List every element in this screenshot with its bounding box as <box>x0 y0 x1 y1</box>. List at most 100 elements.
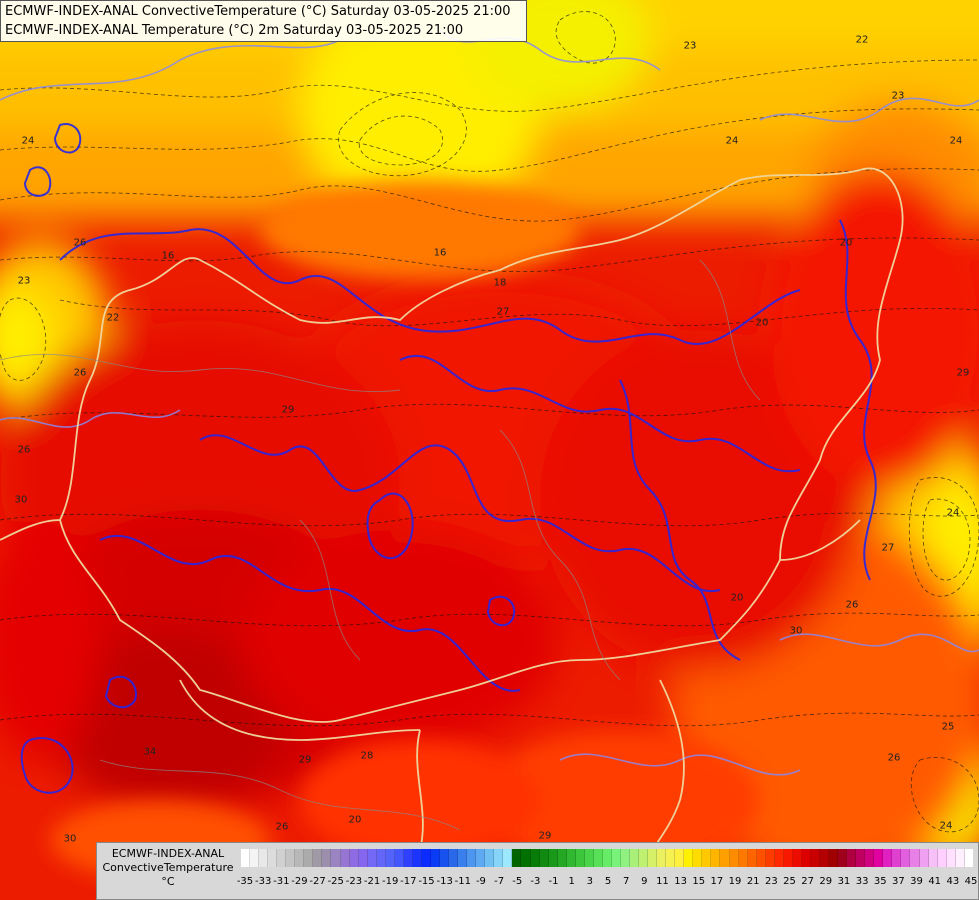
legend-tick-label: 1 <box>568 876 575 887</box>
contour-label: 23 <box>891 90 905 102</box>
legend-swatch <box>440 849 450 867</box>
legend-tick-label: -5 <box>512 876 523 887</box>
contour-label: 24 <box>725 135 739 147</box>
legend-swatch <box>946 849 956 867</box>
legend-swatch <box>856 849 866 867</box>
legend-swatch <box>385 849 395 867</box>
legend-swatch <box>548 849 558 867</box>
legend-model: ECMWF-INDEX-ANAL <box>111 847 225 860</box>
legend-swatch <box>693 849 703 867</box>
legend-tick-label: 13 <box>674 876 687 887</box>
legend-swatch <box>910 849 920 867</box>
legend-tick-labels: -35 -33 -31 -29 -27 -25 -23 -21 -19 -17 -15 -13 -11-… <box>237 876 978 890</box>
contour-label: 27 <box>881 542 895 554</box>
legend-swatch <box>810 849 820 867</box>
legend-tick-label: 25 <box>783 876 796 887</box>
contour-label: 20 <box>730 592 744 604</box>
legend-swatch <box>684 849 694 867</box>
legend-swatch <box>340 849 350 867</box>
contour-label: 16 <box>161 250 175 262</box>
legend-tick-label: 19 <box>728 876 742 887</box>
contour-label: 34 <box>143 746 157 758</box>
legend-swatch <box>566 849 576 867</box>
legend-swatch <box>584 849 594 867</box>
contour-label: 25 <box>941 721 955 733</box>
map-title-box: ECMWF-INDEX-ANAL ConvectiveTemperature (… <box>0 0 527 42</box>
legend-swatch <box>720 849 730 867</box>
legend-swatch <box>602 849 612 867</box>
legend-tick-label: 21 <box>746 876 760 887</box>
legend-tick-label: 31 <box>837 876 851 887</box>
legend-swatch <box>394 849 404 867</box>
legend-swatch <box>250 849 260 867</box>
legend-swatch <box>539 849 549 867</box>
legend-tick-label: -23 <box>345 876 363 887</box>
legend-title: ECMWF-INDEX-ANAL ConvectiveTemperature °… <box>97 847 239 889</box>
legend-swatch <box>801 849 811 867</box>
contour-label: 20 <box>348 814 362 826</box>
legend-tick-label: 17 <box>710 876 724 887</box>
legend-tick-label: -25 <box>327 876 344 887</box>
contour-label: 29 <box>538 830 552 842</box>
legend-swatch <box>829 849 839 867</box>
legend-color-bar <box>241 849 974 867</box>
legend-tick-label: 35 <box>873 876 887 887</box>
legend-swatch <box>620 849 631 867</box>
contour-label: 30 <box>63 833 77 845</box>
contour-label: 28 <box>360 750 374 762</box>
legend-swatch <box>919 849 929 867</box>
legend-swatch <box>792 849 802 867</box>
legend-swatch <box>331 849 341 867</box>
legend-swatch <box>376 849 386 867</box>
legend-tick-label: -9 <box>475 876 486 887</box>
legend-swatch <box>313 849 323 867</box>
legend-swatch <box>286 849 296 867</box>
legend-swatch <box>738 849 748 867</box>
legend-swatch <box>955 849 965 867</box>
legend-swatch <box>349 849 359 867</box>
legend-swatch <box>322 849 332 867</box>
legend-swatch <box>268 849 278 867</box>
legend-swatch <box>838 849 848 867</box>
legend-tick-label: -17 <box>400 876 417 887</box>
legend-swatch <box>458 849 468 867</box>
legend-swatch <box>874 849 884 867</box>
contour-label: 24 <box>949 135 963 147</box>
legend-swatch <box>883 849 893 867</box>
legend-swatch <box>756 849 766 867</box>
legend-swatch <box>295 849 305 867</box>
legend-swatch <box>449 849 459 867</box>
legend-tick-label: -3 <box>530 876 541 887</box>
contour-label: 29 <box>956 367 970 379</box>
legend-swatch <box>575 849 585 867</box>
legend-tick-label: 39 <box>910 876 923 887</box>
legend-swatch <box>765 849 775 867</box>
contour-label: 26 <box>73 367 87 379</box>
legend-tick-label: -1 <box>548 876 559 887</box>
contour-label: 26 <box>275 821 289 833</box>
legend-tick-label: 9 <box>641 876 648 887</box>
legend-tick-label: -21 <box>363 876 381 887</box>
legend-tick-label: -33 <box>254 876 272 887</box>
legend-tick-label: -31 <box>273 876 290 887</box>
legend-swatch <box>657 849 667 867</box>
legend-unit: °C <box>161 875 175 888</box>
legend-swatch <box>259 849 269 867</box>
legend-swatch <box>630 849 640 867</box>
contour-label: 16 <box>433 247 447 259</box>
legend-swatch <box>892 849 902 867</box>
legend-swatch <box>476 849 486 867</box>
legend-swatch <box>847 849 857 867</box>
contour-label: 22 <box>106 312 120 324</box>
legend-tick-label: 45 <box>964 876 978 887</box>
legend-swatch <box>928 849 938 867</box>
color-scale-legend: ECMWF-INDEX-ANAL ConvectiveTemperature °… <box>96 842 979 900</box>
legend-tick-label: 37 <box>892 876 905 887</box>
contour-label: 23 <box>17 275 31 287</box>
legend-tick-label: -19 <box>382 876 399 887</box>
contour-label: 26 <box>17 444 31 456</box>
contour-label: 24 <box>21 135 35 147</box>
legend-swatch <box>820 849 830 867</box>
legend-swatch <box>412 849 422 867</box>
